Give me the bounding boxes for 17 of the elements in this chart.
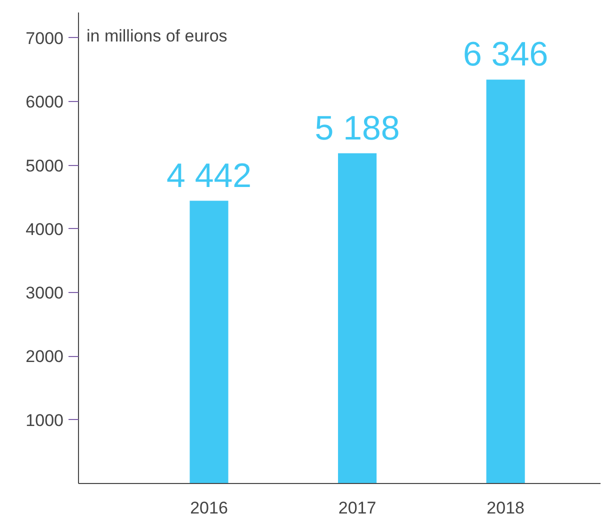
- y-tick-label: 4000: [26, 220, 64, 239]
- y-tick-label: 3000: [26, 284, 64, 303]
- y-tick-label: 5000: [26, 156, 64, 176]
- annotation: in millions of euros: [86, 26, 228, 46]
- bar: [338, 153, 377, 484]
- bar: [190, 200, 228, 484]
- y-tick-label: 7000: [26, 28, 64, 48]
- y-tick-label: 1000: [26, 410, 64, 430]
- y-tick-label: 2000: [26, 347, 64, 366]
- x-tick-label: 2016: [190, 498, 228, 516]
- bar: [486, 80, 525, 484]
- y-tick-label: 6000: [26, 92, 64, 112]
- data-label: 6 346: [463, 36, 548, 74]
- data-label: 4 442: [166, 156, 252, 195]
- data-label: 5 188: [314, 109, 400, 148]
- x-tick-label: 2017: [338, 498, 376, 516]
- x-tick-label: 2018: [486, 498, 525, 516]
